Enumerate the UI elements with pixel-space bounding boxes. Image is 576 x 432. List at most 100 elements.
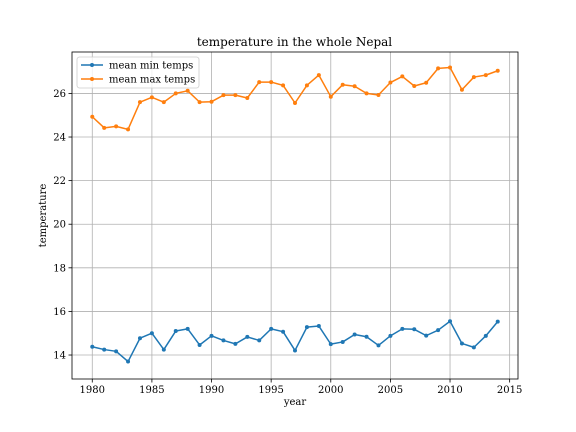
data-point [388,80,393,85]
data-point [114,124,119,129]
data-point [257,338,262,343]
data-point [197,342,202,347]
data-point [161,100,166,105]
data-point [209,99,214,104]
data-point [269,326,274,331]
data-point [364,91,369,96]
data-point [137,336,142,341]
y-tick-label: 16 [53,307,66,318]
data-point [448,319,453,324]
x-tick-label: 2015 [497,385,522,396]
legend-box [76,56,200,89]
x-axis-ticks: 1980 1985 1990 1995 2000 2005 2010 2015 [80,379,522,396]
data-point [483,73,488,78]
data-point [304,325,309,330]
data-point [257,80,262,85]
y-tick-label: 26 [53,89,66,100]
data-point [400,74,405,79]
legend-label: mean min temps [109,61,193,72]
data-point [281,329,286,334]
data-point [102,125,107,130]
data-point [126,359,131,364]
data-point [328,94,333,99]
x-tick-label: 1980 [80,385,105,396]
y-axis-ticks: 14 16 18 20 22 24 26 [53,89,72,362]
data-point [376,92,381,97]
data-point [221,338,226,343]
data-point [316,324,321,329]
data-point [316,73,321,78]
data-point [400,326,405,331]
data-point [412,327,417,332]
data-point [281,83,286,88]
data-point [459,87,464,92]
data-point [448,65,453,70]
data-point [412,84,417,89]
data-point [471,345,476,350]
data-point [483,333,488,338]
data-point [328,342,333,347]
y-tick-label: 24 [53,133,66,144]
legend: mean min temps mean max temps [76,56,200,89]
data-point [495,68,500,73]
plot-frame [71,51,519,380]
data-point [352,84,357,89]
data-point [161,347,166,352]
data-point [126,127,131,132]
data-point [364,334,369,339]
data-point [173,329,178,334]
data-point [197,100,202,105]
chart-title: temperature in the whole Nepal [197,35,392,49]
x-tick-label: 2000 [318,385,343,396]
x-tick-label: 2005 [378,385,403,396]
data-point [293,101,297,106]
data-point [376,343,381,348]
series-markers [90,65,500,364]
x-tick-label: 2010 [437,385,462,396]
data-point [293,348,297,353]
x-tick-label: 1990 [199,385,224,396]
y-tick-label: 18 [53,263,66,274]
data-point [471,75,476,80]
data-point [424,80,429,85]
y-tick-label: 14 [53,351,66,362]
data-point [185,326,190,331]
data-point [102,347,107,352]
y-tick-label: 22 [53,176,66,187]
data-point [424,333,429,338]
data-point [352,332,357,337]
data-point [221,93,226,98]
data-point [233,341,238,346]
legend-marker [90,63,94,67]
data-point [245,95,250,100]
data-point [459,341,464,346]
data-point [436,328,441,333]
y-axis-label: temperature [38,184,49,248]
data-point [90,114,95,119]
x-tick-label: 1995 [258,385,283,396]
data-point [90,344,95,349]
data-point [137,100,142,105]
data-point [304,83,309,88]
grid-lines [72,52,518,379]
data-point [340,339,345,344]
data-point [149,331,154,336]
data-point [269,80,274,85]
data-point [245,334,250,339]
data-point [185,88,190,93]
x-axis-label: year [283,397,307,408]
data-point [233,93,238,98]
data-point [388,333,393,338]
legend-marker [90,77,94,81]
data-point [149,95,154,100]
data-point [340,82,345,87]
data-point [209,333,214,338]
data-point [114,349,119,354]
legend-label: mean max temps [109,75,195,86]
x-tick-label: 1985 [139,385,164,396]
data-point [436,66,441,71]
data-point [495,319,500,324]
data-point [173,91,178,96]
y-tick-label: 20 [53,220,66,231]
